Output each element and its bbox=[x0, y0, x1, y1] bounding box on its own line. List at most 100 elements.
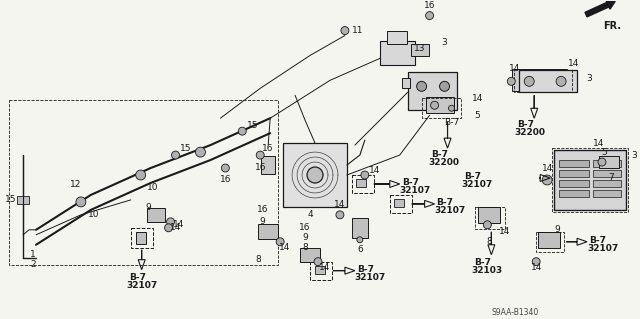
Text: S9AA-B1340: S9AA-B1340 bbox=[492, 308, 539, 316]
Text: 10: 10 bbox=[88, 210, 100, 219]
Circle shape bbox=[357, 237, 363, 243]
Text: 8: 8 bbox=[486, 237, 492, 246]
Circle shape bbox=[164, 224, 173, 232]
Bar bbox=[9, 100, 278, 265]
Bar bbox=[476, 207, 506, 229]
Bar bbox=[593, 180, 621, 187]
Circle shape bbox=[524, 76, 534, 86]
Circle shape bbox=[256, 151, 264, 159]
Bar bbox=[559, 180, 589, 187]
Text: 8: 8 bbox=[302, 243, 308, 252]
Text: 16: 16 bbox=[300, 223, 311, 232]
Text: 11: 11 bbox=[352, 26, 364, 35]
Bar bbox=[559, 160, 589, 167]
Circle shape bbox=[307, 167, 323, 183]
Bar bbox=[402, 78, 410, 88]
Bar bbox=[538, 232, 560, 248]
Bar bbox=[283, 143, 347, 207]
Text: 14: 14 bbox=[509, 64, 520, 73]
Bar bbox=[147, 208, 164, 222]
Bar bbox=[426, 97, 454, 113]
Text: 16: 16 bbox=[424, 1, 435, 10]
Bar bbox=[258, 224, 278, 239]
Circle shape bbox=[276, 238, 284, 246]
Bar bbox=[593, 160, 621, 167]
Bar bbox=[552, 148, 628, 212]
Bar bbox=[554, 150, 626, 210]
Text: 1: 1 bbox=[30, 250, 36, 259]
Bar bbox=[559, 190, 589, 197]
Text: 15: 15 bbox=[5, 196, 17, 204]
Text: 14: 14 bbox=[319, 263, 331, 272]
Text: 32107: 32107 bbox=[400, 186, 431, 195]
Text: 9: 9 bbox=[146, 204, 152, 212]
Text: 32107: 32107 bbox=[461, 180, 493, 189]
Bar bbox=[356, 179, 366, 187]
Bar bbox=[394, 199, 404, 207]
Bar bbox=[315, 266, 325, 274]
Circle shape bbox=[238, 127, 246, 135]
Bar bbox=[131, 228, 152, 248]
Text: 16: 16 bbox=[257, 205, 268, 214]
Bar bbox=[310, 262, 332, 280]
Bar bbox=[536, 232, 564, 252]
Text: 5: 5 bbox=[474, 111, 480, 120]
Circle shape bbox=[417, 81, 427, 91]
Text: 14: 14 bbox=[531, 263, 542, 272]
Text: B-7: B-7 bbox=[436, 198, 454, 207]
Text: 16: 16 bbox=[220, 175, 231, 184]
Text: B-7: B-7 bbox=[465, 172, 481, 181]
Circle shape bbox=[76, 197, 86, 207]
Bar bbox=[479, 207, 500, 223]
Text: 14: 14 bbox=[568, 59, 580, 68]
Bar bbox=[352, 175, 374, 193]
Circle shape bbox=[341, 26, 349, 34]
Text: 3: 3 bbox=[586, 74, 592, 83]
Circle shape bbox=[449, 105, 454, 111]
Text: B-7: B-7 bbox=[431, 150, 449, 159]
Text: 14: 14 bbox=[593, 139, 605, 148]
Text: 6: 6 bbox=[357, 245, 363, 254]
Bar bbox=[422, 98, 461, 118]
Bar bbox=[380, 41, 415, 65]
Text: B-7: B-7 bbox=[474, 258, 492, 267]
Text: B-7: B-7 bbox=[517, 120, 534, 129]
Circle shape bbox=[336, 211, 344, 219]
Text: 8: 8 bbox=[255, 255, 261, 264]
Text: 7: 7 bbox=[608, 174, 614, 182]
FancyArrow shape bbox=[585, 0, 615, 17]
Circle shape bbox=[361, 171, 369, 179]
Bar bbox=[261, 156, 275, 174]
Text: FR.: FR. bbox=[603, 21, 621, 31]
Text: 32200: 32200 bbox=[429, 158, 460, 167]
Text: 5: 5 bbox=[601, 148, 607, 157]
Text: 16: 16 bbox=[255, 163, 266, 172]
Text: B-7: B-7 bbox=[402, 178, 419, 187]
Text: 14: 14 bbox=[170, 223, 181, 232]
Circle shape bbox=[556, 76, 566, 86]
Text: 3: 3 bbox=[442, 38, 447, 47]
Text: 32107: 32107 bbox=[435, 206, 466, 215]
Bar bbox=[408, 72, 458, 110]
Text: B-7: B-7 bbox=[357, 265, 374, 274]
Circle shape bbox=[508, 78, 515, 85]
Text: 12: 12 bbox=[70, 181, 81, 189]
Circle shape bbox=[136, 170, 146, 180]
Text: 10: 10 bbox=[147, 183, 158, 192]
Text: 32107: 32107 bbox=[355, 273, 386, 282]
Text: 14: 14 bbox=[499, 227, 510, 236]
Circle shape bbox=[431, 101, 438, 109]
Text: B-7: B-7 bbox=[129, 273, 146, 282]
Text: 14: 14 bbox=[280, 243, 291, 252]
Text: 14: 14 bbox=[541, 164, 553, 173]
Text: 9: 9 bbox=[302, 233, 308, 242]
Circle shape bbox=[483, 221, 492, 229]
Circle shape bbox=[440, 81, 449, 91]
Circle shape bbox=[195, 147, 205, 157]
Bar bbox=[352, 218, 368, 238]
Bar bbox=[515, 70, 572, 92]
Bar bbox=[519, 70, 577, 92]
Circle shape bbox=[314, 258, 322, 266]
Text: 15: 15 bbox=[180, 144, 191, 152]
Bar bbox=[411, 44, 429, 56]
